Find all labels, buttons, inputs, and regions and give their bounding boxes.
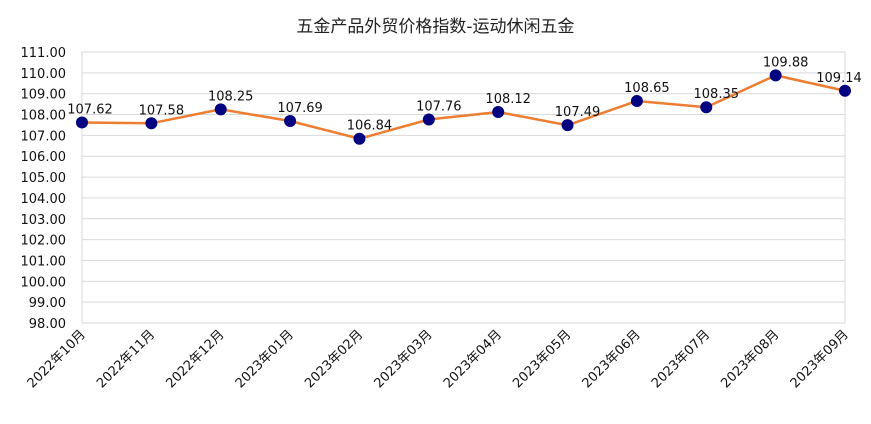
data-label: 108.35 bbox=[694, 87, 740, 102]
x-tick-label: 2023年04月 bbox=[441, 327, 505, 391]
data-point bbox=[76, 116, 88, 129]
y-tick-label: 104.00 bbox=[21, 192, 67, 207]
x-tick-label: 2023年06月 bbox=[580, 327, 644, 391]
y-tick-label: 106.00 bbox=[21, 150, 67, 165]
y-tick-label: 108.00 bbox=[21, 109, 67, 124]
data-label: 108.12 bbox=[485, 92, 531, 107]
data-label: 107.76 bbox=[416, 100, 462, 115]
x-tick-label: 2023年03月 bbox=[372, 327, 436, 391]
y-tick-label: 102.00 bbox=[21, 234, 67, 249]
y-tick-label: 111.00 bbox=[21, 46, 67, 61]
x-tick-label: 2023年09月 bbox=[788, 327, 852, 391]
x-tick-label: 2022年10月 bbox=[25, 327, 89, 391]
x-tick-label: 2023年05月 bbox=[510, 327, 574, 391]
chart-title: 五金产品外贸价格指数-运动休闲五金 bbox=[296, 17, 575, 37]
data-point bbox=[700, 101, 713, 114]
data-point bbox=[492, 106, 505, 119]
data-label: 107.62 bbox=[67, 102, 113, 117]
x-tick-label: 2023年08月 bbox=[718, 327, 782, 391]
data-point bbox=[422, 113, 435, 126]
data-point bbox=[839, 84, 851, 97]
data-point bbox=[145, 117, 158, 130]
data-label: 109.88 bbox=[763, 55, 809, 70]
y-tick-label: 109.00 bbox=[21, 88, 67, 103]
x-tick-label: 2023年07月 bbox=[649, 327, 713, 391]
y-tick-label: 103.00 bbox=[21, 213, 67, 228]
data-label: 108.65 bbox=[624, 81, 670, 96]
y-tick-label: 110.00 bbox=[21, 67, 67, 82]
x-tick-label: 2023年02月 bbox=[302, 327, 366, 391]
data-label: 107.58 bbox=[139, 103, 185, 118]
series-line bbox=[81, 74, 846, 141]
x-tick-label: 2022年11月 bbox=[94, 327, 158, 391]
data-label: 109.14 bbox=[816, 71, 862, 86]
data-label: 107.49 bbox=[555, 105, 601, 120]
data-label: 108.25 bbox=[208, 89, 254, 104]
data-point bbox=[561, 119, 574, 132]
data-point bbox=[284, 115, 297, 128]
y-tick-label: 100.00 bbox=[21, 275, 67, 290]
data-point bbox=[214, 103, 227, 116]
data-label: 106.84 bbox=[347, 119, 393, 134]
data-label: 107.69 bbox=[277, 101, 323, 116]
y-tick-label: 107.00 bbox=[21, 129, 67, 144]
data-point bbox=[630, 94, 643, 107]
data-point bbox=[353, 132, 366, 145]
y-tick-label: 99.00 bbox=[29, 296, 66, 311]
y-tick-label: 105.00 bbox=[21, 171, 67, 186]
y-tick-label: 101.00 bbox=[21, 254, 67, 269]
y-tick-label: 98.00 bbox=[29, 317, 66, 332]
plot-border bbox=[81, 51, 846, 324]
data-point bbox=[769, 69, 782, 82]
x-tick-label: 2023年01月 bbox=[233, 327, 297, 391]
x-tick-label: 2022年12月 bbox=[163, 327, 227, 391]
